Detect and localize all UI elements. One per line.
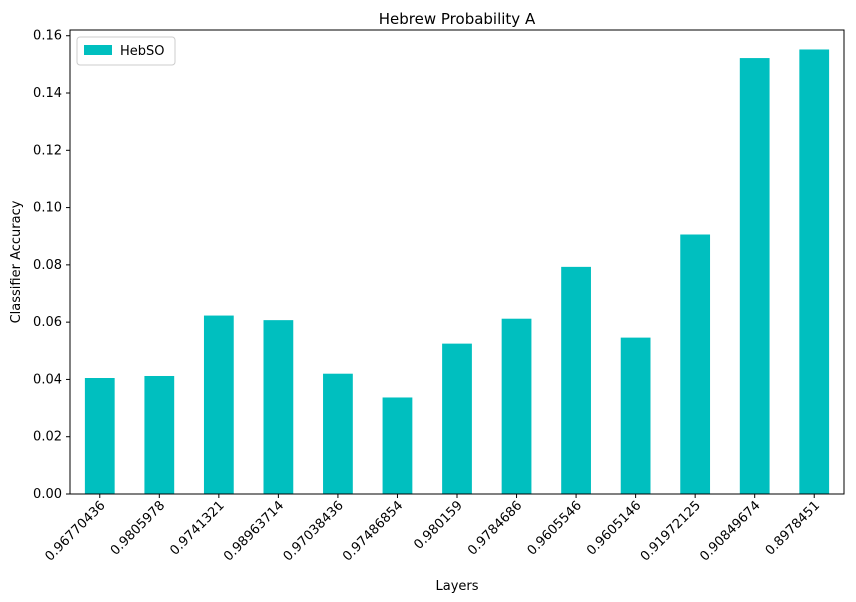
x-tick-label: 0.97038436 [281, 498, 347, 564]
legend-swatch [84, 45, 112, 55]
x-tick-label: 0.9605146 [584, 498, 644, 558]
bar [442, 343, 472, 494]
plot-frame [69, 29, 845, 495]
bar [203, 315, 234, 494]
bar [561, 266, 591, 494]
x-tick-label: 0.9805978 [108, 498, 168, 558]
x-tick-label: 0.980159 [411, 498, 465, 552]
x-axis-label: Layers [435, 579, 478, 594]
y-tick-label: 0.12 [33, 143, 62, 158]
bar [620, 337, 651, 494]
legend: HebSO [76, 36, 176, 66]
y-tick-label: 0.14 [33, 86, 62, 101]
bar [501, 318, 532, 494]
bars [84, 49, 830, 495]
x-tick-label: 0.97486854 [340, 498, 406, 564]
x-tick-label: 0.96770436 [42, 498, 108, 564]
x-tick-label: 0.90849674 [697, 498, 763, 564]
legend-frame [76, 36, 176, 66]
y-tick-label: 0.04 [33, 372, 62, 387]
bar [680, 234, 711, 494]
x-tick-label: 0.91972125 [638, 498, 704, 564]
x-axis: 0.96770436 0.9805978 0.97413210.989637140.… [42, 494, 823, 564]
chart-title: Hebrew Probability A [379, 10, 536, 28]
y-tick-label: 0.10 [33, 201, 62, 216]
y-tick-label: 0.06 [33, 315, 62, 330]
bar [799, 49, 830, 495]
x-tick-label: 0.9784686 [465, 498, 525, 558]
x-tick-label: 0.8978451 [763, 498, 823, 558]
bar [323, 373, 353, 494]
y-tick-label: 0.00 [33, 487, 62, 502]
legend-label: HebSO [120, 44, 165, 59]
x-tick-label: 0.9605546 [525, 498, 585, 558]
x-tick-label: 0.9741321 [167, 498, 227, 558]
y-tick-label: 0.02 [33, 430, 62, 445]
bar [84, 378, 115, 494]
bar [263, 320, 294, 494]
bar [144, 375, 175, 494]
y-axis: 0.00 0.02 0.04 0.06 0.08 0.10 0.12 0.14 0.16 [33, 29, 70, 502]
bar [739, 58, 770, 494]
x-tick-label: 0.98963714 [221, 498, 287, 564]
y-tick-label: 0.08 [33, 258, 62, 273]
y-tick-label: 0.16 [33, 29, 62, 44]
bar [382, 397, 413, 494]
y-axis-label: Classifier Accuracy [9, 200, 24, 323]
